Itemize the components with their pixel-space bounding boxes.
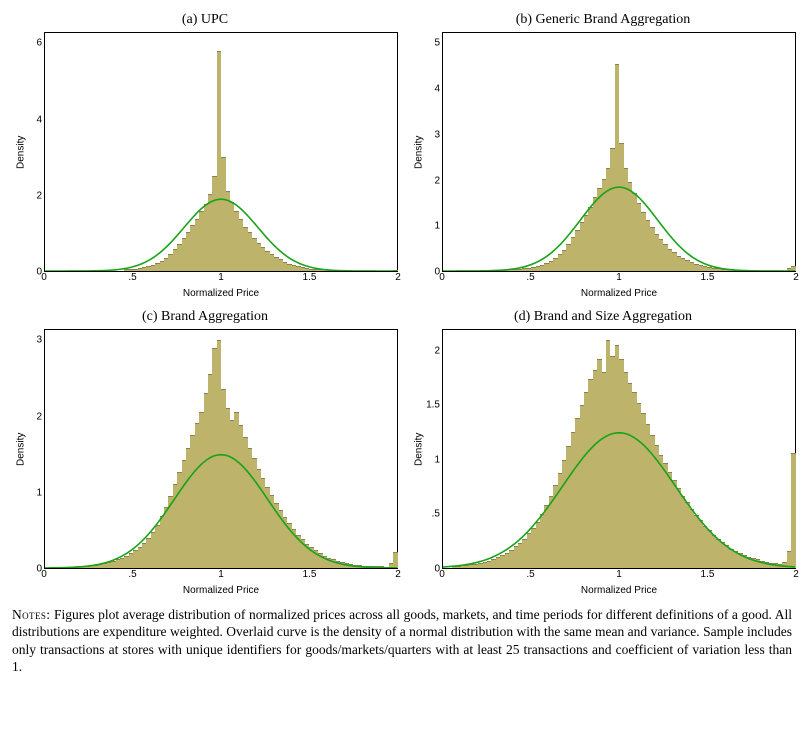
x-tick-label: 1.5 xyxy=(701,569,715,580)
y-tick-label: 3 xyxy=(434,129,440,140)
y-ticks: 0246 xyxy=(30,32,44,272)
plot-wrap: Density 0 1 2 3 4 5 0 .5 1 1.5 2 Normalized Price xyxy=(410,32,796,299)
x-tick-label: .5 xyxy=(526,272,534,283)
x-axis-label: Normalized Price xyxy=(44,288,398,299)
plot-wrap: Density0.511.520.511.52Normalized Price xyxy=(410,329,796,596)
x-tick-label: 2 xyxy=(793,272,799,283)
x-tick-label: 1 xyxy=(218,272,224,283)
y-tick-label: 4 xyxy=(36,114,42,125)
y-tick-label: 1 xyxy=(36,487,42,498)
panel-title: (d) Brand and Size Aggregation xyxy=(514,309,692,325)
plot-wrap: Density 0 2 4 6 0 .5 1 1.5 2 Normalized Price xyxy=(12,32,398,299)
y-tick-label: 1 xyxy=(434,221,440,232)
x-ticks: 0 .5 1 1.5 2 xyxy=(442,272,796,286)
x-tick-label: .5 xyxy=(526,569,534,580)
y-axis-label: Density xyxy=(12,329,30,569)
y-axis-label: Density xyxy=(12,32,30,272)
x-tick-label: .5 xyxy=(128,272,136,283)
x-tick-label: 2 xyxy=(395,569,401,580)
panel-b: (b) Generic Brand Aggregation Density 0 1 2 3… xyxy=(410,12,796,299)
panel-title: (a) UPC xyxy=(182,12,228,28)
x-axis-label: Normalized Price xyxy=(442,288,796,299)
y-tick-label: 2 xyxy=(434,175,440,186)
x-tick-label: 1 xyxy=(616,272,622,283)
x-tick-label: 0 xyxy=(41,569,47,580)
notes-body: Figures plot average distribution of nor… xyxy=(12,607,792,674)
y-tick-label: .5 xyxy=(432,509,440,520)
histogram-bars xyxy=(45,33,397,271)
x-tick-label: 0 xyxy=(439,569,445,580)
x-tick-label: 0 xyxy=(439,272,445,283)
y-tick-label: 4 xyxy=(434,84,440,95)
x-tick-label: .5 xyxy=(128,569,136,580)
y-ticks: 0.511.52 xyxy=(428,329,442,569)
x-axis-label: Normalized Price xyxy=(442,585,796,596)
x-tick-label: 2 xyxy=(395,272,401,283)
x-tick-label: 1.5 xyxy=(701,272,715,283)
y-axis-label: Density xyxy=(410,32,428,272)
y-axis-label: Density xyxy=(410,329,428,569)
plot-wrap: Density 0 1 2 3 0 .5 1 1.5 2 Normalized Price xyxy=(12,329,398,596)
y-tick-label: 2 xyxy=(36,190,42,201)
x-tick-label: 1 xyxy=(616,569,622,580)
histogram-bars xyxy=(443,33,795,271)
y-ticks: 0123 xyxy=(30,329,44,569)
y-tick-label: 3 xyxy=(36,335,42,346)
plot-area xyxy=(442,32,796,272)
notes-label: Notes: xyxy=(12,607,50,622)
x-ticks: 0 .5 1 1.5 2 xyxy=(44,569,398,583)
panel-title: (c) Brand Aggregation xyxy=(142,309,268,325)
x-tick-label: 0 xyxy=(41,272,47,283)
y-tick-label: 1 xyxy=(434,454,440,465)
x-ticks: 0 .5 1 1.5 2 xyxy=(442,569,796,583)
panel-c: (c) Brand Aggregation Density 0 1 2 3 0 .5 1 1.5 2… xyxy=(12,309,398,596)
y-tick-label: 2 xyxy=(434,345,440,356)
panel-d: (d) Brand and Size Aggregation Density 0 .5… xyxy=(410,309,796,596)
plot-area xyxy=(442,329,796,569)
x-tick-label: 2 xyxy=(793,569,799,580)
x-tick-label: 1.5 xyxy=(303,569,317,580)
x-tick-label: 1.5 xyxy=(303,272,317,283)
x-axis-label: Normalized Price xyxy=(44,585,398,596)
y-tick-label: 2 xyxy=(36,411,42,422)
y-tick-label: 1.5 xyxy=(426,400,440,411)
panel-title: (b) Generic Brand Aggregation xyxy=(516,12,691,28)
histogram-bars xyxy=(443,330,795,568)
panel-a: (a) UPC Density 0 2 4 6 0 .5 1 1.5 2 Normalized Pri… xyxy=(12,12,398,299)
y-tick-label: 6 xyxy=(36,38,42,49)
figure-notes: Notes: Figures plot average distribution… xyxy=(12,606,792,675)
y-tick-label: 5 xyxy=(434,38,440,49)
panel-grid: (a) UPCDensity02460.511.52Normalized Pri… xyxy=(12,12,796,596)
x-tick-label: 1 xyxy=(218,569,224,580)
y-ticks: 012345 xyxy=(428,32,442,272)
plot-area xyxy=(44,32,398,272)
plot-area xyxy=(44,329,398,569)
histogram-bars xyxy=(45,330,397,568)
x-ticks: 0 .5 1 1.5 2 xyxy=(44,272,398,286)
